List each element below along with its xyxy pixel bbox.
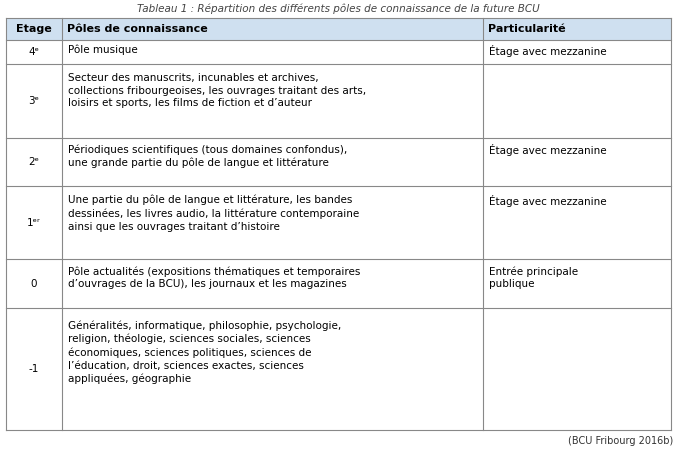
Text: Pôle actualités (expositions thématiques et temporaires
d’ouvrages de la BCU), l: Pôle actualités (expositions thématiques… [68, 266, 360, 289]
Text: Secteur des manuscrits, incunables et archives,
collections fribourgeoises, les : Secteur des manuscrits, incunables et ar… [68, 73, 366, 108]
Text: Particularité: Particularité [488, 24, 566, 34]
Bar [6, 40, 671, 64]
Text: Une partie du pôle de langue et littérature, les bandes
dessinées, les livres au: Une partie du pôle de langue et littérat… [68, 195, 359, 231]
Bar [6, 186, 671, 259]
Text: Entrée principale
publique: Entrée principale publique [489, 266, 578, 289]
Bar [6, 138, 671, 186]
Text: -1: -1 [28, 364, 39, 374]
Bar [6, 18, 671, 40]
Text: Etage: Etage [16, 24, 52, 34]
Text: (BCU Fribourg 2016b): (BCU Fribourg 2016b) [568, 436, 673, 446]
Bar [6, 308, 671, 430]
Bar [6, 259, 671, 308]
Text: 4ᵉ: 4ᵉ [28, 47, 39, 57]
Text: Pôles de connaissance: Pôles de connaissance [67, 24, 208, 34]
Text: Étage avec mezzanine: Étage avec mezzanine [489, 195, 607, 207]
Text: Généralités, informatique, philosophie, psychologie,
religion, théologie, scienc: Généralités, informatique, philosophie, … [68, 320, 341, 384]
Bar [6, 64, 671, 138]
Text: Pôle musique: Pôle musique [68, 45, 137, 55]
Text: 0: 0 [30, 279, 37, 289]
Text: 3ᵉ: 3ᵉ [28, 96, 39, 106]
Text: Étage avec mezzanine: Étage avec mezzanine [489, 144, 607, 156]
Text: Étage avec mezzanine: Étage avec mezzanine [489, 45, 607, 57]
Text: 2ᵉ: 2ᵉ [28, 157, 39, 167]
Text: Périodiques scientifiques (tous domaines confondus),
une grande partie du pôle d: Périodiques scientifiques (tous domaines… [68, 144, 347, 168]
Text: 1ᵉʳ: 1ᵉʳ [27, 218, 41, 228]
Text: Tableau 1 : Répartition des différents pôles de connaissance de la future BCU: Tableau 1 : Répartition des différents p… [137, 4, 540, 14]
